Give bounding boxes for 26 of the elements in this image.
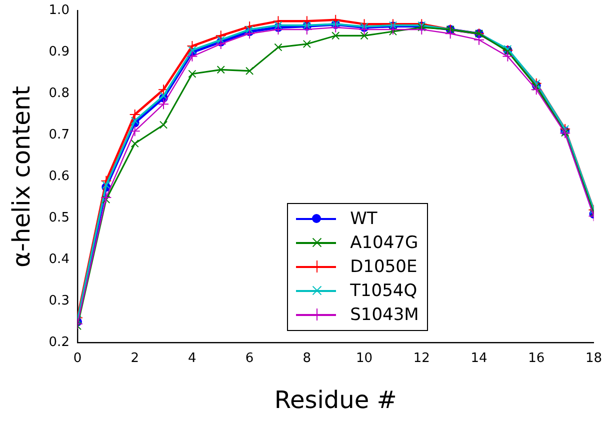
y-tick-label: 0.7 <box>48 128 70 143</box>
legend-label: WT <box>350 208 378 231</box>
x-tick-label: 16 <box>528 350 545 366</box>
y-tick-label: 0.9 <box>48 44 70 60</box>
x-tick-label: 18 <box>585 350 602 366</box>
y-tick-label: 0.2 <box>48 334 70 350</box>
x-tick-label: 14 <box>470 350 488 366</box>
x-tick-label: 2 <box>130 350 139 366</box>
x-tick-label: 4 <box>188 350 196 366</box>
x-tick-label: 12 <box>413 350 430 366</box>
x-tick-label: 6 <box>245 350 254 366</box>
legend-label: A1047G <box>350 232 418 255</box>
x-tick-label: 8 <box>302 350 312 366</box>
y-tick-label: 0.5 <box>48 210 70 226</box>
legend-label: D1050E <box>350 256 418 279</box>
y-tick-label: 0.3 <box>48 294 70 308</box>
y-tick-label: 0.8 <box>48 86 70 102</box>
legend-label: T1054Q <box>350 280 418 303</box>
legend-label: S1043M <box>350 304 419 327</box>
x-tick-label: 0 <box>73 350 82 366</box>
x-axis-title: Residue # <box>274 386 397 414</box>
y-tick-label: 0.4 <box>48 252 70 268</box>
y-tick-label: 1.0 <box>48 3 70 18</box>
x-tick-label: 10 <box>356 350 373 366</box>
y-tick-label: 0.6 <box>48 169 70 184</box>
y-axis-title: α-helix content <box>8 86 36 268</box>
